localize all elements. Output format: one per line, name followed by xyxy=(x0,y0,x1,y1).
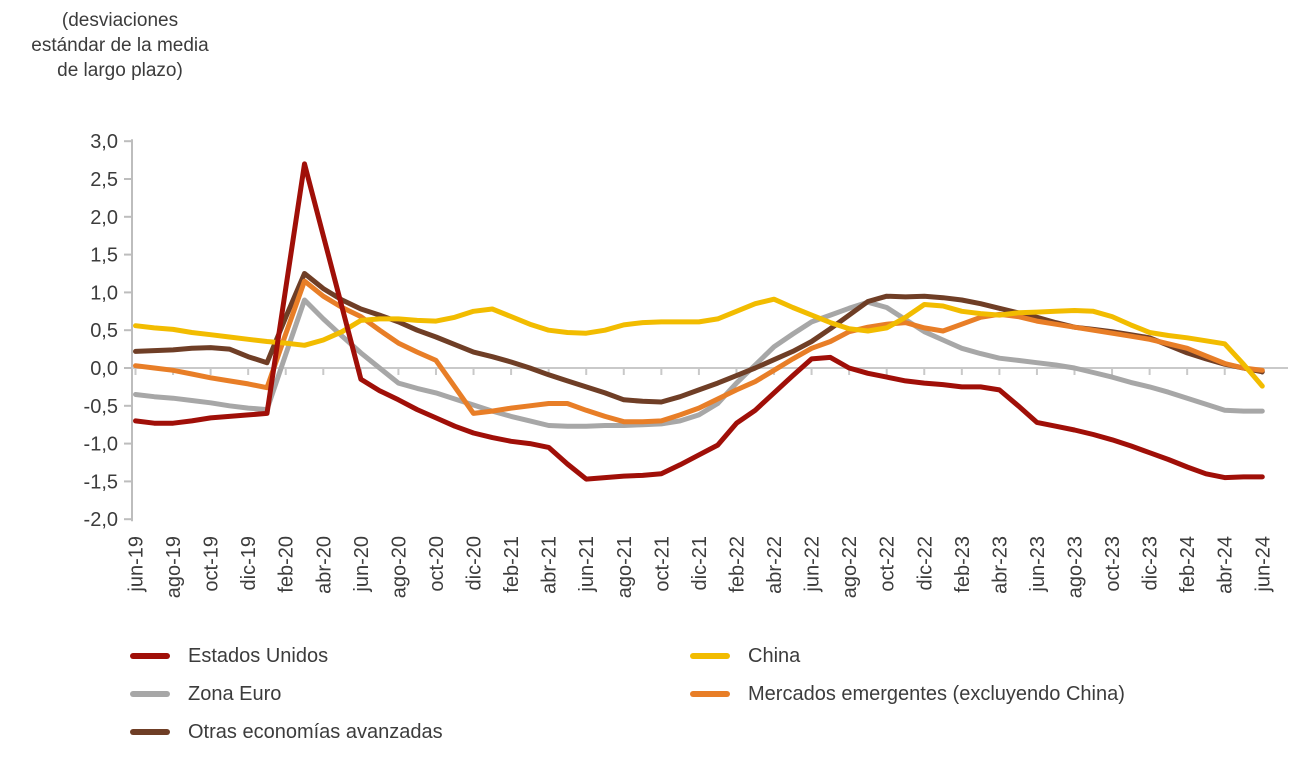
x-axis-tick-label: dic-22 xyxy=(914,536,936,590)
x-axis-tick-label: abr-23 xyxy=(989,536,1011,594)
x-axis-tick-label: oct-21 xyxy=(651,536,673,592)
otras-economias-line-swatch xyxy=(130,729,170,735)
x-axis-tick-label: dic-23 xyxy=(1140,536,1162,590)
x-axis-tick-label: feb-23 xyxy=(952,536,974,593)
x-axis-tick-label: abr-24 xyxy=(1215,536,1237,594)
x-axis-tick-label: jun-19 xyxy=(126,536,148,593)
y-axis-tick-label: -1,0 xyxy=(84,434,118,456)
legend-column-2: China Mercados emergentes (excluyendo Ch… xyxy=(690,644,1125,706)
legend-label-estados-unidos: Estados Unidos xyxy=(188,644,329,667)
y-axis-unit-note-line2: estándar de la media xyxy=(31,35,209,57)
y-axis-tick-label: -1,5 xyxy=(84,471,118,493)
y-axis-unit-note: (desviaciones estándar de la media de la… xyxy=(10,8,230,83)
chart-area: 3,0 2,5 2,0 1,5 1,0 0,5 0,0 -0,5 -1,0 -1,5 -2,0 jun… xyxy=(84,131,1288,598)
timeseries-chart: 3,0 2,5 2,0 1,5 1,0 0,5 0,0 -0,5 -1,0 -1,5 -2,0 jun… xyxy=(84,131,1288,598)
y-axis-tick-label: 2,5 xyxy=(90,169,118,191)
legend-label-otras-economias: Otras economías avanzadas xyxy=(188,720,443,743)
legend-item-estados-unidos: Estados Unidos xyxy=(130,644,443,668)
y-axis-tick-label: 0,0 xyxy=(90,358,118,380)
x-axis-tick-label: oct-20 xyxy=(426,536,448,592)
x-axis-tick-label: jun-21 xyxy=(576,536,598,593)
x-axis-tick-label: ago-19 xyxy=(163,536,185,598)
x-axis-tick-label: oct-22 xyxy=(877,536,899,592)
series-line-otras-econom-as-avanzadas xyxy=(133,271,1265,405)
x-axis-tick-label: oct-19 xyxy=(201,536,223,592)
y-axis-tick-label: 1,5 xyxy=(90,245,118,267)
x-axis-tick-label: abr-21 xyxy=(539,536,561,594)
x-axis-tick-label: oct-23 xyxy=(1102,536,1124,592)
series-line-zona-euro xyxy=(133,297,1265,429)
x-axis-tick-label: ago-23 xyxy=(1065,536,1087,598)
series-line-china xyxy=(133,296,1265,389)
zona-euro-line-swatch xyxy=(130,691,170,697)
estados-unidos-line-swatch xyxy=(130,653,170,659)
legend-item-otras-economias: Otras economías avanzadas xyxy=(130,720,443,744)
legend-item-zona-euro: Zona Euro xyxy=(130,682,443,706)
y-axis-tick-label: 3,0 xyxy=(90,131,118,153)
x-axis-tick-label: ago-20 xyxy=(388,536,410,598)
x-axis-tick-label: feb-24 xyxy=(1177,536,1199,593)
y-axis-tick-label: 1,0 xyxy=(90,282,118,304)
y-axis-tick-label: -0,5 xyxy=(84,396,118,418)
x-axis-tick-label: feb-20 xyxy=(276,536,298,593)
mercados-emergentes-line-swatch xyxy=(690,691,730,697)
china-line-swatch xyxy=(690,653,730,659)
x-axis-tick-label: jun-24 xyxy=(1252,536,1274,593)
x-axis-tick-label: dic-21 xyxy=(689,536,711,590)
legend-item-china: China xyxy=(690,644,1125,668)
legend: Estados Unidos Zona Euro Otras economías… xyxy=(0,640,1300,766)
x-axis-tick-label: abr-22 xyxy=(764,536,786,594)
y-axis-tick-label: 2,0 xyxy=(90,207,118,229)
y-axis-tick-label: -2,0 xyxy=(84,509,118,531)
x-axis-tick-label: ago-21 xyxy=(614,536,636,598)
x-axis-tick-label: abr-20 xyxy=(313,536,335,594)
legend-item-mercados-emergentes: Mercados emergentes (excluyendo China) xyxy=(690,682,1125,706)
x-axis-tick-label: jun-23 xyxy=(1027,536,1049,593)
series-line-estados-unidos xyxy=(133,161,1265,482)
x-axis-tick-label: feb-21 xyxy=(501,536,523,593)
y-axis-tick-label: 0,5 xyxy=(90,320,118,342)
legend-column-1: Estados Unidos Zona Euro Otras economías… xyxy=(130,644,443,744)
series-line-mercados-emergentes-excluyendo-china xyxy=(133,278,1265,425)
y-axis-unit-note-line3: de largo plazo) xyxy=(57,60,183,82)
legend-label-china: China xyxy=(748,644,801,667)
x-axis-tick-label: dic-19 xyxy=(238,536,260,590)
x-axis-tick-label: jun-22 xyxy=(802,536,824,593)
x-axis-tick-label: ago-22 xyxy=(839,536,861,598)
x-axis-tick-label: dic-20 xyxy=(464,536,486,590)
x-axis-tick-label: feb-22 xyxy=(726,536,748,593)
legend-label-mercados-emergentes: Mercados emergentes (excluyendo China) xyxy=(748,682,1125,705)
legend-label-zona-euro: Zona Euro xyxy=(188,682,282,705)
y-axis-unit-note-line1: (desviaciones xyxy=(61,10,179,31)
x-axis-tick-label: jun-20 xyxy=(351,536,373,593)
